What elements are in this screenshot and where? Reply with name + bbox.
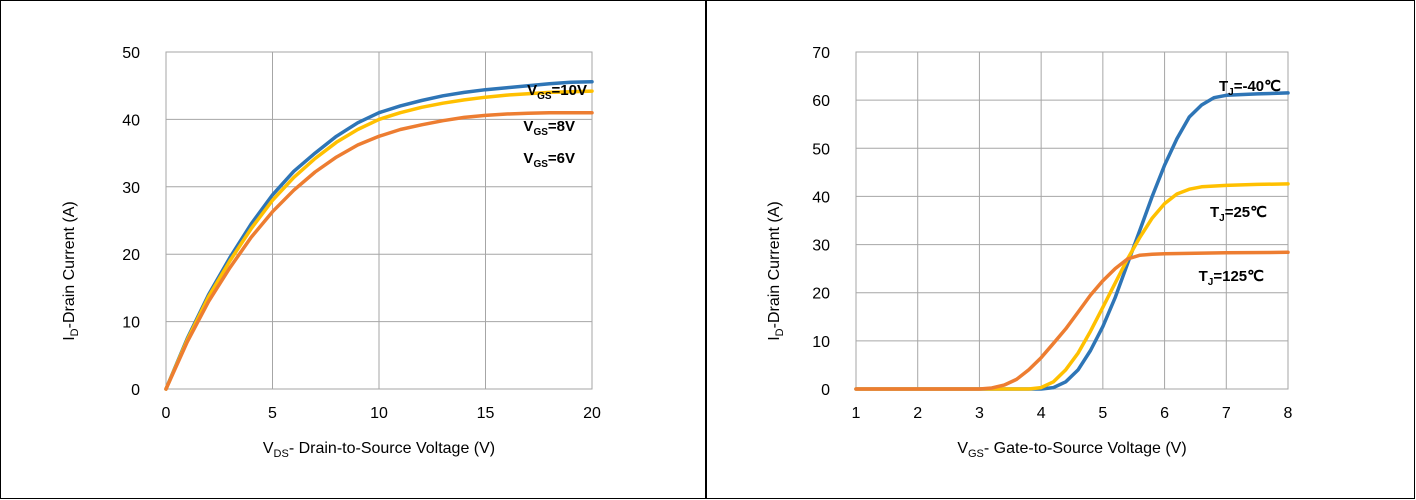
transfer-y-tick-label: 30 xyxy=(812,238,830,255)
transfer-x-tick-label: 4 xyxy=(1037,405,1046,422)
transfer-x-tick-label: 1 xyxy=(852,405,861,422)
output-y-tick-label: 10 xyxy=(122,315,140,332)
output-x-axis-title: VDS- Drain-to-Source Voltage (V) xyxy=(263,440,495,460)
transfer-series-line-0 xyxy=(854,91,1290,391)
transfer-series-line-1 xyxy=(854,182,1290,391)
transfer-x-tick-label: 6 xyxy=(1160,405,1169,422)
transfer-y-tick-label: 10 xyxy=(812,334,830,351)
output-series-label-0: VGS=10V xyxy=(527,82,587,102)
transfer-y-tick-label: 50 xyxy=(812,141,830,158)
transfer-x-tick-label: 8 xyxy=(1284,405,1293,422)
transfer-y-axis-title: ID-Drain Current (A) xyxy=(766,201,786,341)
output-series-label-1: VGS=8V xyxy=(523,118,575,138)
output-x-tick-label: 20 xyxy=(583,405,601,422)
transfer-y-tick-label: 70 xyxy=(812,45,830,62)
transfer-series-label-0: TJ=-40℃ xyxy=(1219,78,1281,98)
output-characteristics-chart: 0 5 10 15 20 0 10 20 30 40 50 VGS=10V VGS=8V VGS=6V VD… xyxy=(61,45,601,460)
transfer-y-tick-label: 0 xyxy=(821,382,830,399)
transfer-characteristics-chart: 1 2 3 4 5 6 7 8 0 10 20 30 40 50 60 70 TJ=-40℃ TJ=25℃ TJ=1… xyxy=(766,45,1293,460)
transfer-x-tick-label: 2 xyxy=(913,405,922,422)
output-series-line-2 xyxy=(164,110,594,391)
output-y-axis-title: ID-Drain Current (A) xyxy=(61,201,81,341)
output-y-tick-label: 0 xyxy=(131,382,140,399)
chart-panel-output-characteristics: 0 5 10 15 20 0 10 20 30 40 50 VGS=10V VGS=8V VGS=6V VD… xyxy=(0,0,706,499)
transfer-x-tick-label: 3 xyxy=(975,405,984,422)
output-series-line-1 xyxy=(164,89,594,391)
chart-panel-transfer-characteristics: 1 2 3 4 5 6 7 8 0 10 20 30 40 50 60 70 TJ=-40℃ TJ=25℃ TJ=1… xyxy=(706,0,1415,499)
transfer-y-tick-label: 20 xyxy=(812,286,830,303)
transfer-series-label-1: TJ=25℃ xyxy=(1210,204,1267,224)
transfer-x-axis-title: VGS- Gate-to-Source Voltage (V) xyxy=(957,440,1186,460)
output-y-tick-label: 50 xyxy=(122,45,140,62)
output-x-tick-label: 5 xyxy=(268,405,277,422)
output-x-tick-label: 0 xyxy=(162,405,171,422)
output-y-tick-label: 20 xyxy=(122,247,140,264)
output-y-tick-label: 30 xyxy=(122,180,140,197)
output-x-tick-label: 15 xyxy=(477,405,495,422)
transfer-x-tick-label: 7 xyxy=(1222,405,1231,422)
transfer-plot-area xyxy=(855,51,1289,390)
transfer-y-tick-label: 60 xyxy=(812,93,830,110)
output-y-tick-label: 40 xyxy=(122,112,140,129)
output-series-label-2: VGS=6V xyxy=(523,150,575,170)
transfer-series-label-2: TJ=125℃ xyxy=(1199,268,1265,288)
transfer-y-tick-label: 40 xyxy=(812,189,830,206)
output-x-tick-label: 10 xyxy=(370,405,388,422)
transfer-series-line-2 xyxy=(854,250,1290,391)
transfer-x-tick-label: 5 xyxy=(1098,405,1107,422)
output-plot-area xyxy=(165,51,593,390)
output-gridlines xyxy=(165,51,593,390)
output-series-line-0 xyxy=(164,79,594,391)
